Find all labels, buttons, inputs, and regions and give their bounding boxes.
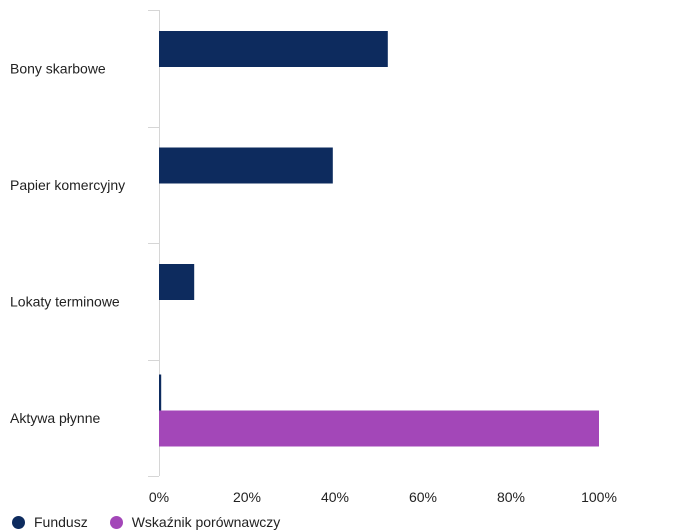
category-label: Aktywa płynne bbox=[10, 410, 100, 426]
legend-marker-fundusz-icon bbox=[12, 515, 25, 529]
x-tick-label: 100% bbox=[581, 489, 617, 505]
category-label: Papier komercyjny bbox=[10, 177, 125, 193]
x-tick-label: 40% bbox=[321, 489, 349, 505]
bar-aktywa-p-ynne-series-0 bbox=[159, 374, 162, 411]
x-tick-label: 60% bbox=[409, 489, 437, 505]
x-tick-labels: 0% 20% 40% 60% 80% 100% bbox=[149, 489, 617, 505]
legend-label-wskaznik: Wskaźnik porównawczy bbox=[131, 514, 281, 530]
bar-papier-komercyjny-series-0 bbox=[159, 147, 333, 184]
bar-bony-skarbowe-series-0 bbox=[159, 31, 388, 67]
legend-item-fundusz: Fundusz bbox=[12, 514, 88, 530]
bar-aktywa-p-ynne-series-1 bbox=[159, 410, 599, 447]
x-tick-label: 20% bbox=[233, 489, 261, 505]
legend-label-fundusz: Fundusz bbox=[34, 514, 88, 530]
axis-layer bbox=[148, 10, 160, 477]
category-label: Bony skarbowe bbox=[10, 60, 106, 76]
legend-marker-wskaznik-icon bbox=[109, 515, 123, 529]
category-label: Lokaty terminowe bbox=[10, 293, 120, 309]
legend-item-wskaznik: Wskaźnik porównawczy bbox=[109, 514, 281, 530]
bars-layer bbox=[159, 31, 599, 447]
bar-lokaty-terminowe-series-0 bbox=[159, 264, 195, 300]
category-labels: Bony skarbowe Papier komercyjny Lokaty ter… bbox=[10, 60, 125, 426]
x-tick-label: 80% bbox=[497, 489, 525, 505]
legend: Fundusz Wskaźnik porównawczy bbox=[12, 512, 302, 532]
x-tick-label: 0% bbox=[149, 489, 169, 505]
